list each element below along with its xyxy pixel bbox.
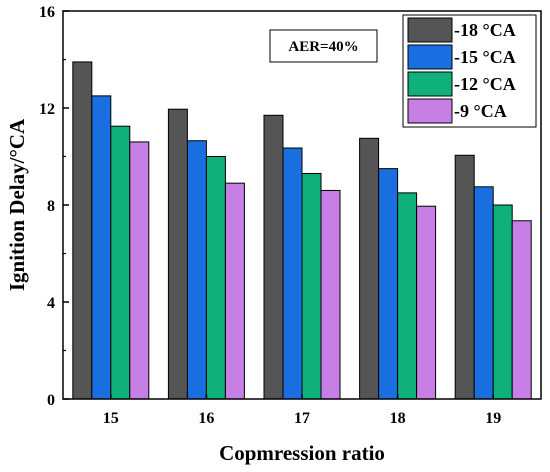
legend-label-4: -9 °CA [454, 101, 507, 121]
annotation-text: AER=40% [288, 39, 358, 55]
bar-17-series-1 [263, 114, 284, 400]
bar-17-series-4 [320, 189, 341, 400]
x-axis: 15 16 17 18 19 [103, 394, 501, 427]
legend-swatch-4 [407, 98, 453, 124]
bar-16-series-4 [224, 182, 245, 400]
y-axis: 0 4 8 12 16 [39, 4, 69, 409]
y-tick-label: 16 [39, 4, 55, 21]
bar-15-series-3 [110, 125, 131, 400]
bar-19-series-1 [454, 154, 475, 400]
bar-19-series-3 [492, 204, 513, 400]
bar-18-series-2 [378, 168, 399, 400]
legend: -18 °CA -15 °CA -12 °CA -9 °CA [402, 14, 537, 128]
x-tick-label: 15 [103, 410, 119, 427]
legend-swatch-1 [407, 17, 453, 43]
x-tick-label: 16 [198, 410, 214, 427]
y-tick-label: 12 [39, 101, 55, 118]
bar-18-series-4 [416, 205, 437, 400]
y-tick-label: 4 [47, 295, 55, 312]
y-tick-label: 8 [47, 198, 55, 215]
bar-17-series-2 [282, 147, 303, 400]
y-axis-title: Ignition Delay/°CA [5, 118, 29, 291]
legend-label-3: -12 °CA [454, 74, 516, 94]
bar-18-series-3 [397, 192, 418, 400]
bar-16-series-2 [186, 140, 207, 400]
bar-15-series-1 [72, 61, 93, 400]
bar-15-series-4 [129, 141, 150, 400]
annotation-box: AER=40% [269, 29, 378, 63]
x-tick-label: 19 [485, 410, 501, 427]
bar-17-series-3 [301, 172, 322, 400]
legend-label-2: -15 °CA [454, 47, 516, 67]
bar-19-series-4 [511, 220, 532, 400]
bar-15-series-2 [91, 95, 112, 400]
legend-swatch-2 [407, 44, 453, 70]
legend-label-1: -18 °CA [454, 20, 516, 40]
legend-swatch-3 [407, 71, 453, 97]
y-tick-label: 0 [47, 392, 55, 409]
bar-16-series-3 [205, 156, 226, 400]
bar-16-series-1 [167, 108, 188, 400]
x-axis-title: Copmression ratio [219, 441, 385, 465]
x-tick-label: 18 [390, 410, 406, 427]
bars-group [72, 61, 532, 400]
bar-19-series-2 [473, 186, 494, 400]
x-tick-label: 17 [294, 410, 310, 427]
bar-18-series-1 [359, 137, 380, 400]
